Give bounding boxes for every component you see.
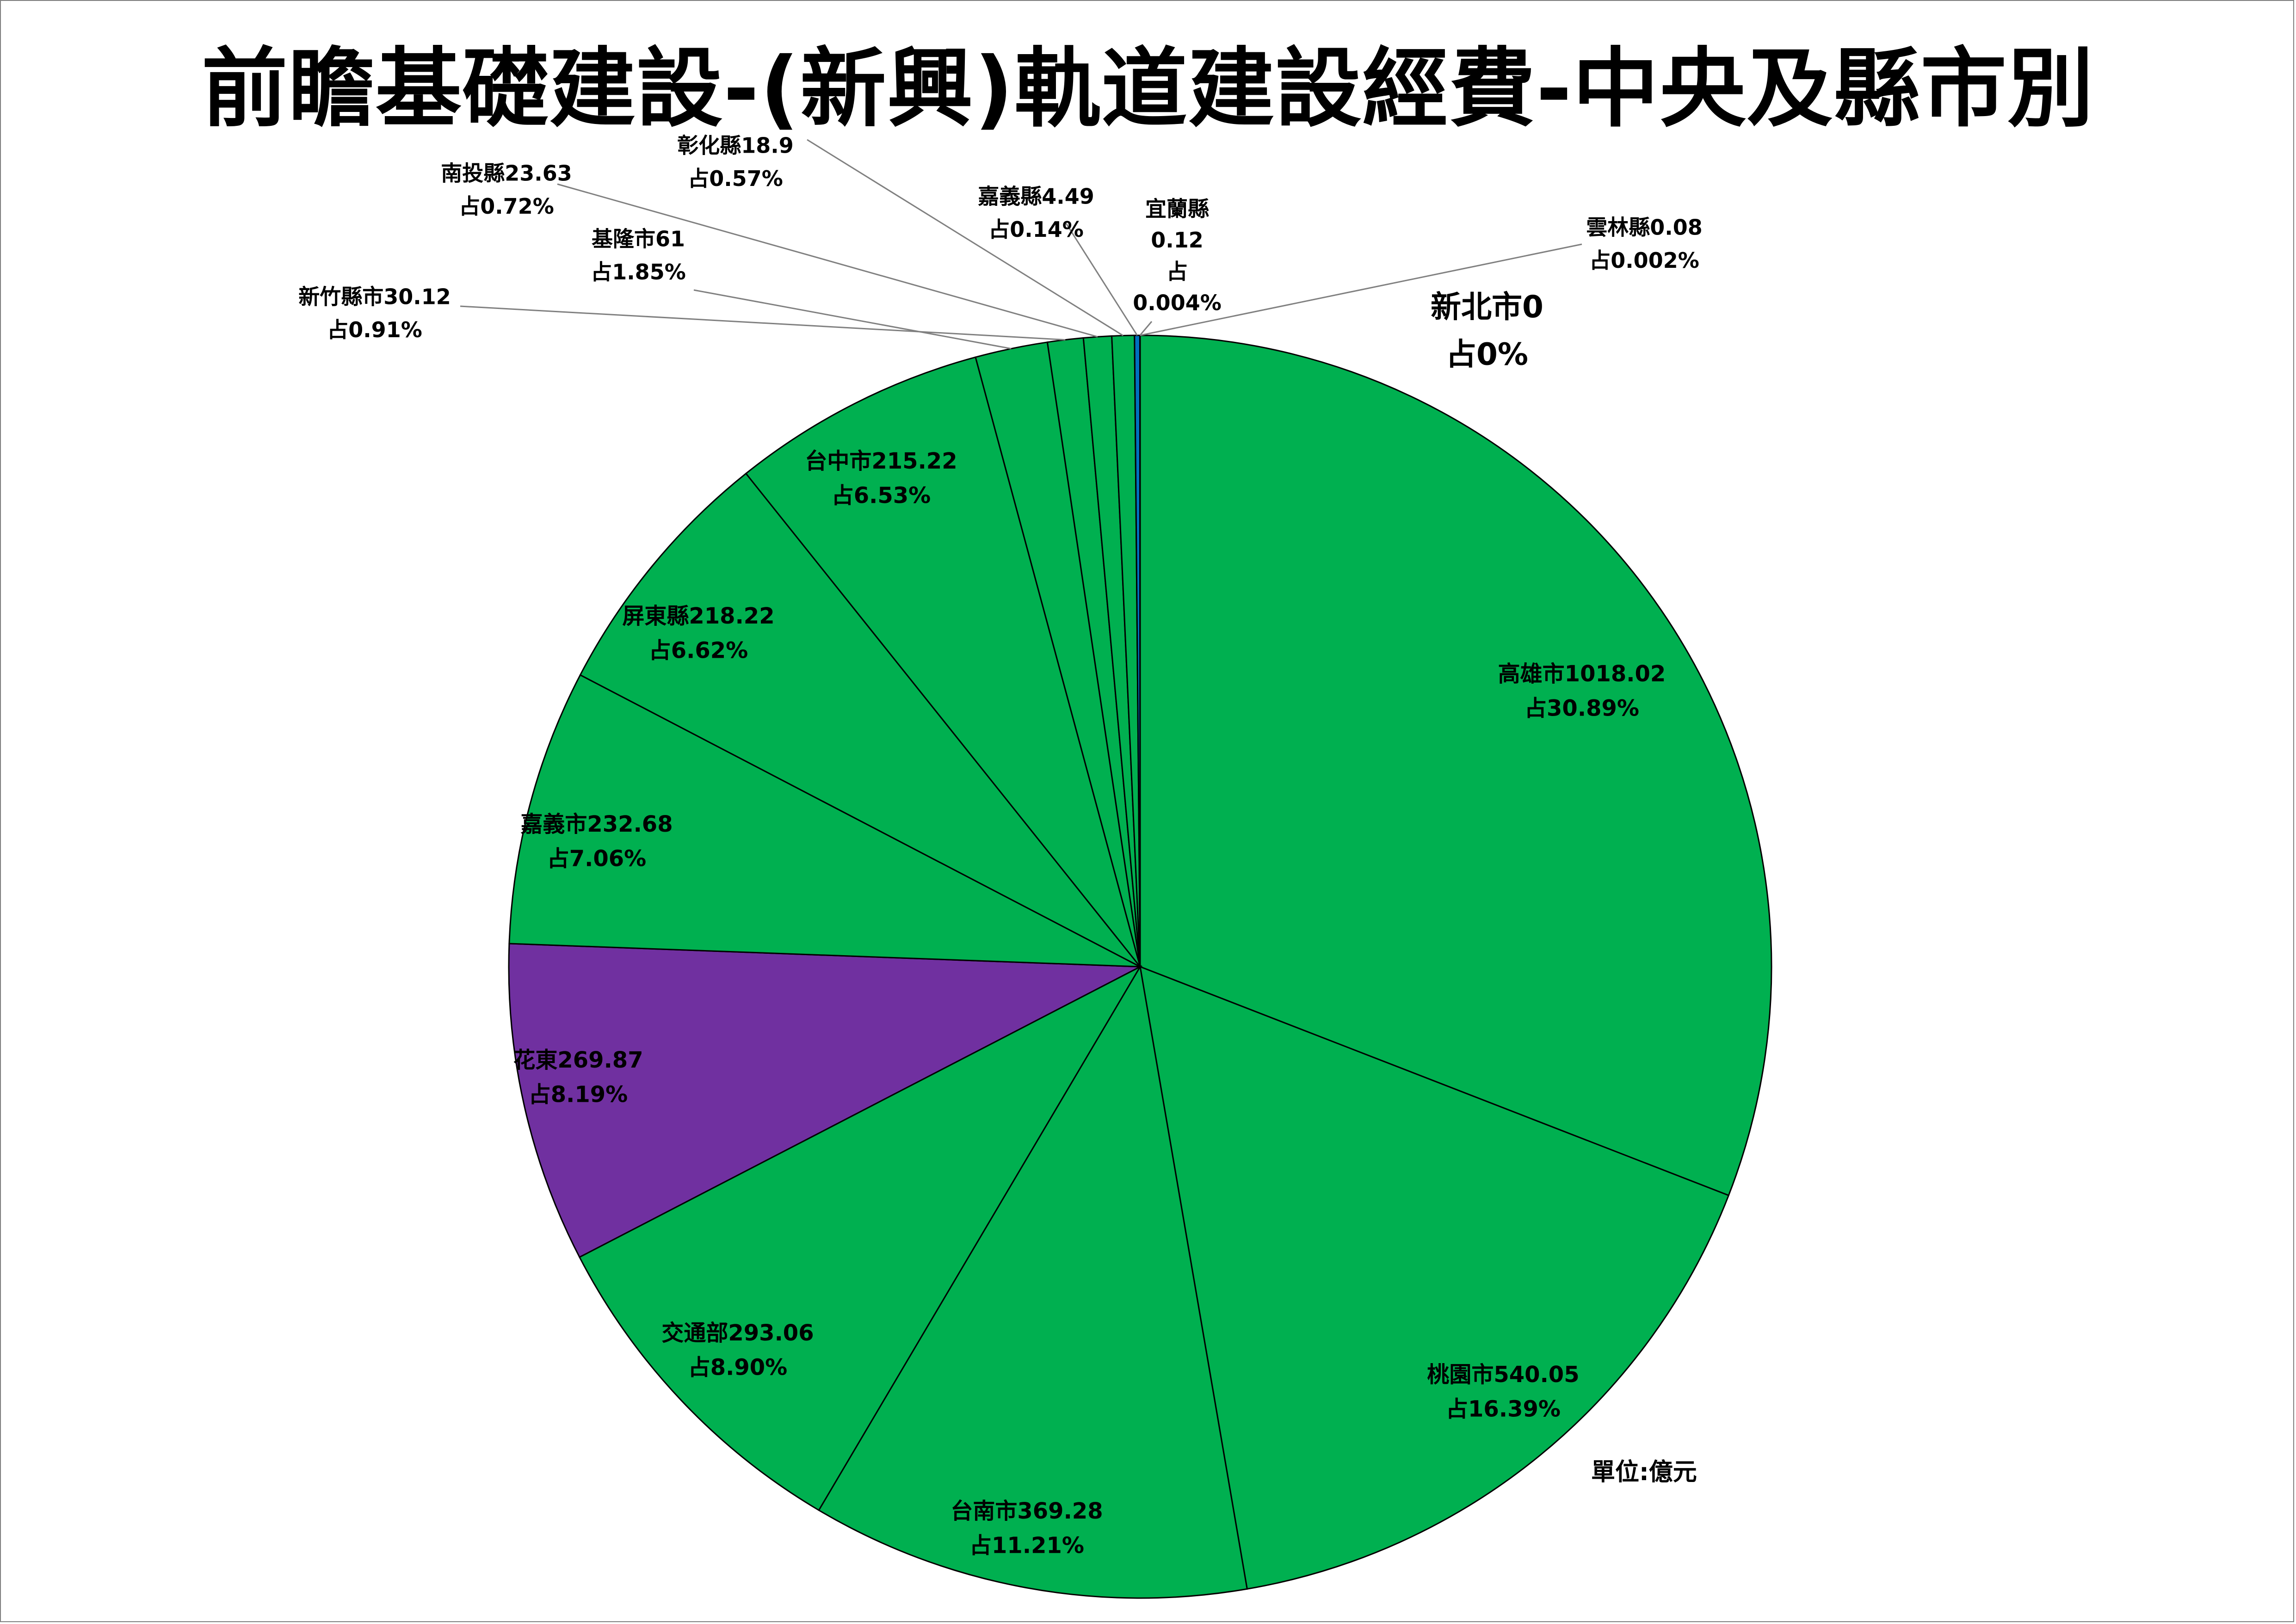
slice-label-交通部: 交通部293.06 占8.90% xyxy=(661,1320,814,1380)
slice-label-percent: 占16.39% xyxy=(1446,1396,1561,1422)
slice-label-屏東縣: 屏東縣218.22 占6.62% xyxy=(622,603,774,663)
leader-line-宜蘭縣 xyxy=(1139,321,1153,336)
slice-label-percent: 占0.91% xyxy=(327,317,422,342)
slice-label-name-value: 台中市215.22 xyxy=(805,448,957,474)
pie-slice-花東 xyxy=(508,943,1143,1258)
slice-label-name: 宜蘭縣 xyxy=(1145,197,1209,222)
leader-line-新竹縣市 xyxy=(460,305,1066,341)
leader-lines xyxy=(460,139,1582,350)
pie-slice-桃園市 xyxy=(1139,965,1730,1590)
slice-label-percent: 占0.14% xyxy=(988,217,1084,242)
unit-note: 單位:億元 xyxy=(1591,1458,1697,1486)
leader-line-雲林縣 xyxy=(1140,243,1582,336)
slice-label-percent: 占6.62% xyxy=(649,637,748,663)
slice-label-percent: 占6.53% xyxy=(832,482,931,508)
slice-label-name-value: 南投縣23.63 xyxy=(441,161,572,186)
slice-label-name-value: 基隆市61 xyxy=(592,227,685,252)
pie-slice-屏東縣 xyxy=(579,472,1141,968)
slice-label-高雄市: 高雄市1018.02 占30.89% xyxy=(1498,661,1666,721)
slice-label-percent: 占30.89% xyxy=(1524,695,1639,721)
slice-label-name-value: 花東269.87 xyxy=(513,1047,643,1073)
slice-label-percent: 0.004% xyxy=(1133,290,1222,315)
slice-label-桃園市: 桃園市540.05 占16.39% xyxy=(1427,1362,1579,1422)
slice-label-percent: 占0.72% xyxy=(459,194,554,219)
slice-label-percent: 占8.19% xyxy=(529,1081,628,1107)
slice-label-宜蘭縣: 宜蘭縣 0.12 占 0.004% xyxy=(1133,197,1222,315)
slice-label-嘉義市: 嘉義市232.68 占7.06% xyxy=(520,811,673,871)
slice-label-name-value: 屏東縣218.22 xyxy=(622,603,774,629)
slice-label-name-value: 嘉義市232.68 xyxy=(520,811,673,837)
slice-label-percent: 占 xyxy=(1167,259,1188,284)
slice-label-percent: 占0.57% xyxy=(688,166,783,191)
leader-line-彰化縣 xyxy=(807,139,1123,336)
slice-label-percent: 占7.06% xyxy=(547,846,647,871)
slice-label-name-value: 桃園市540.05 xyxy=(1427,1362,1579,1388)
slice-label-彰化縣: 彰化縣18.9 占0.57% xyxy=(677,133,794,191)
pie-slice-高雄市 xyxy=(1139,334,1772,1197)
pie-slice-嘉義市 xyxy=(508,674,1141,968)
slice-label-台南市: 台南市369.28 占11.21% xyxy=(950,1498,1103,1558)
leader-line-南投縣 xyxy=(557,183,1098,338)
slice-label-percent: 占11.21% xyxy=(969,1532,1084,1558)
slice-label-新竹縣市: 新竹縣市30.12 占0.91% xyxy=(298,284,451,342)
slice-label-name-value: 雲林縣0.08 xyxy=(1586,215,1703,240)
slice-label-花東: 花東269.87 占8.19% xyxy=(513,1047,643,1107)
slice-label-嘉義縣: 嘉義縣4.49 占0.14% xyxy=(978,184,1094,242)
leader-line-嘉義縣 xyxy=(1065,223,1138,336)
leader-line-基隆市 xyxy=(693,289,1012,350)
slice-label-基隆市: 基隆市61 占1.85% xyxy=(591,227,686,284)
slice-label-雲林縣: 雲林縣0.08 占0.002% xyxy=(1586,215,1703,273)
chart-title: 前瞻基礎建設-(新興)軌道建設經費-中央及縣市別 xyxy=(201,38,2095,139)
slice-label-percent: 占0.002% xyxy=(1589,248,1699,273)
slice-label-新北市: 新北市0 占0% xyxy=(1431,289,1543,372)
slice-labels: 高雄市1018.02 占30.89% 桃園市540.05 占16.39% 台南市369.… xyxy=(298,133,1703,1559)
pie-slice-台中市 xyxy=(745,356,1141,967)
slice-label-name-value: 嘉義縣4.49 xyxy=(978,184,1094,209)
slice-label-name-value: 彰化縣18.9 xyxy=(677,133,794,158)
slice-label-percent: 占0% xyxy=(1446,336,1528,372)
slice-label-name-value: 新竹縣市30.12 xyxy=(298,284,451,309)
slice-label-percent: 占1.85% xyxy=(591,259,686,284)
slice-label-name-value: 交通部293.06 xyxy=(661,1320,814,1346)
slice-label-name-value: 新北市0 xyxy=(1431,289,1543,325)
slice-label-台中市: 台中市215.22 占6.53% xyxy=(805,448,957,508)
pie-slices xyxy=(508,334,1772,1599)
slice-label-南投縣: 南投縣23.63 占0.72% xyxy=(441,161,572,219)
slice-label-value: 0.12 xyxy=(1151,228,1204,253)
pie-slice-台南市 xyxy=(818,964,1248,1599)
pie-slice-交通部 xyxy=(578,965,1142,1512)
slice-label-name-value: 台南市369.28 xyxy=(950,1498,1103,1524)
slice-label-percent: 占8.90% xyxy=(688,1354,788,1380)
slice-label-name-value: 高雄市1018.02 xyxy=(1498,661,1666,687)
